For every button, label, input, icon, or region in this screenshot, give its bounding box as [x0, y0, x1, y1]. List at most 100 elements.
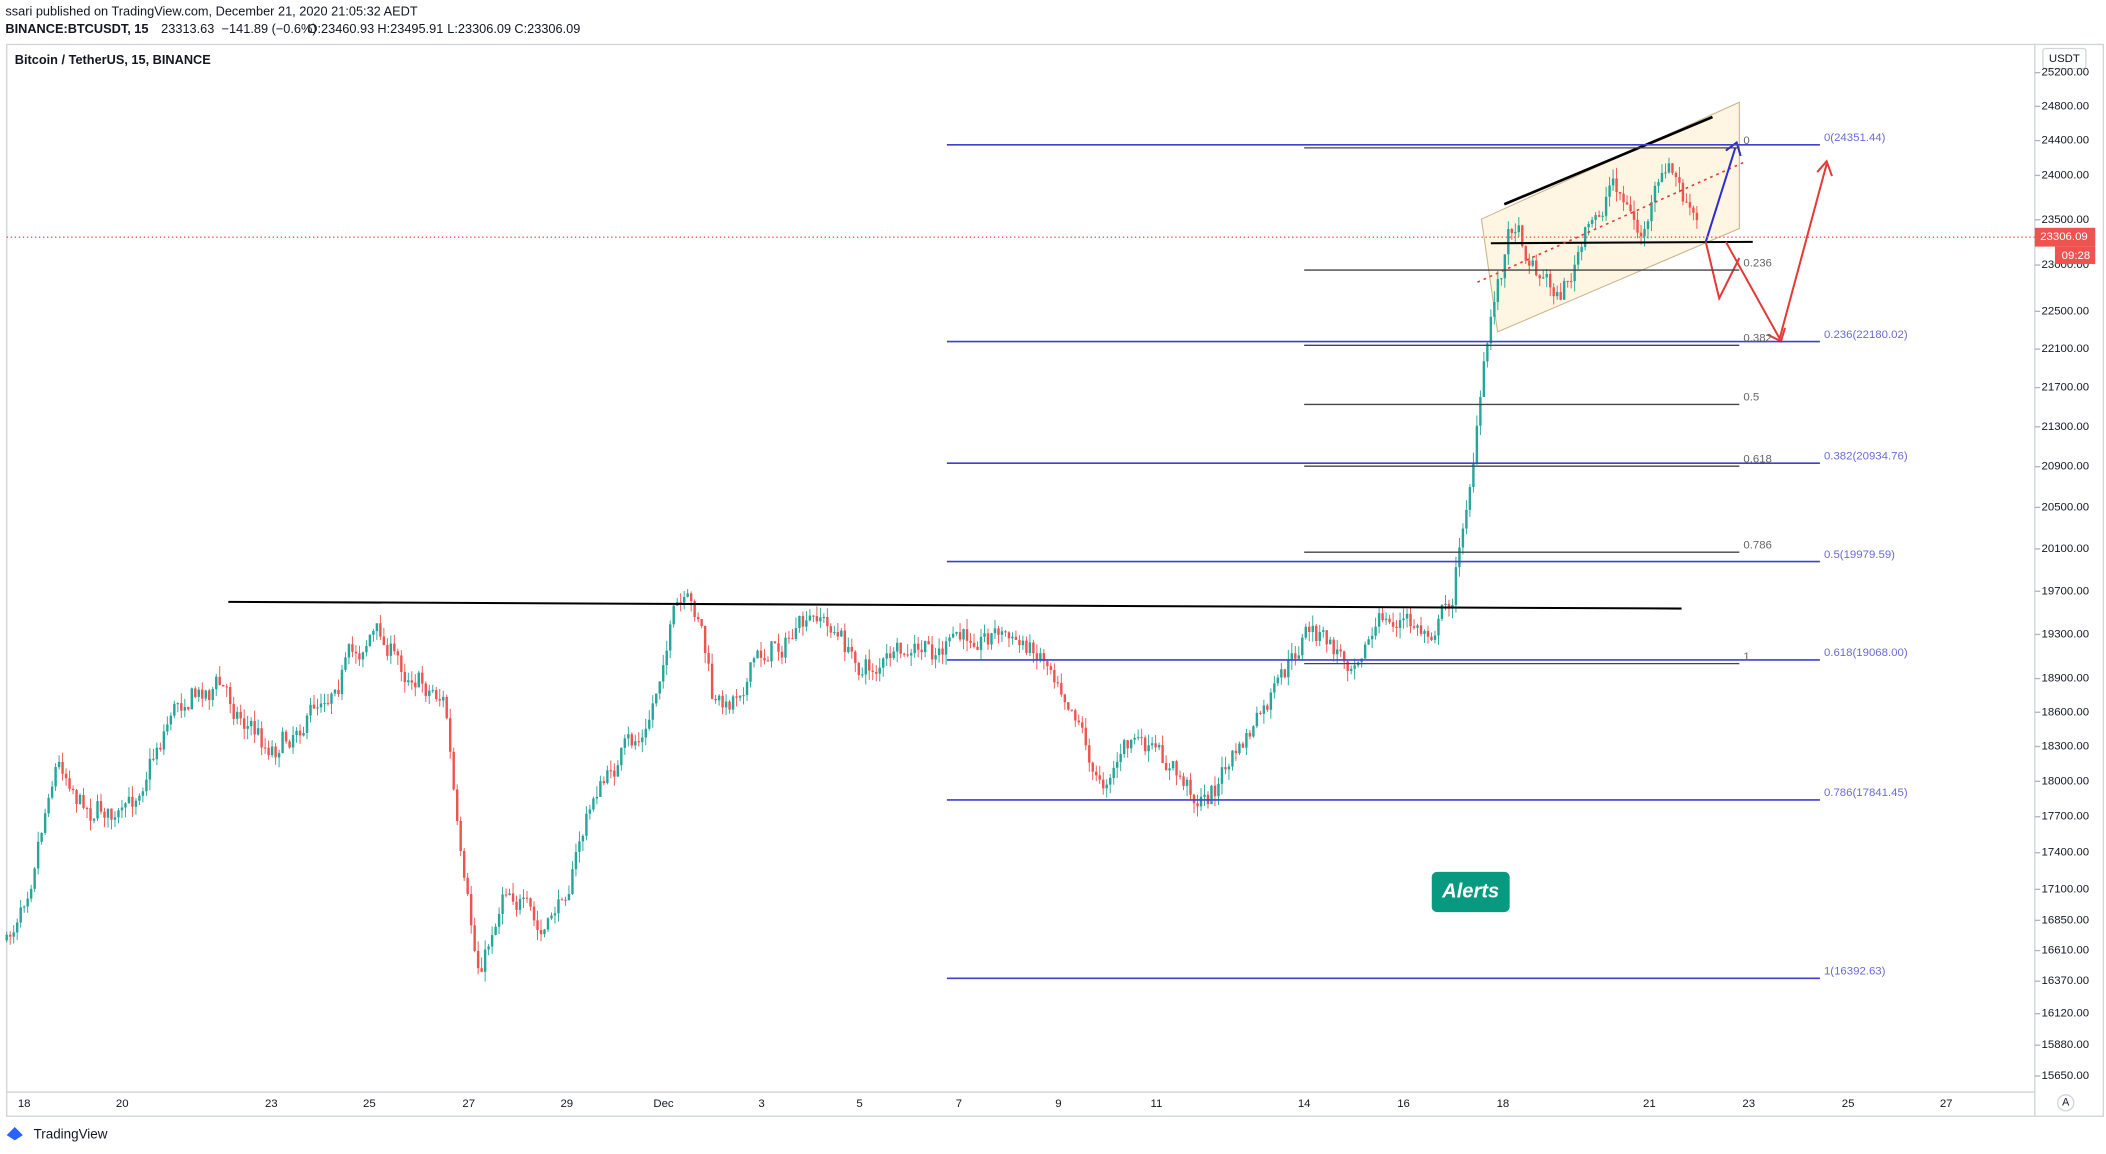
candle-body: [239, 711, 242, 719]
fib-level-label: 0.786(17841.45): [1824, 787, 1908, 799]
candle-body: [1308, 626, 1311, 633]
candle-body: [993, 628, 997, 634]
price-tick-label: 19700.00: [2042, 585, 2090, 597]
price-tag-label: 23306.09: [2040, 231, 2088, 243]
candle-body: [934, 655, 937, 660]
candle-body: [522, 897, 525, 900]
candle-body: [124, 803, 127, 808]
candle-body: [1095, 771, 1098, 776]
candle-body: [1566, 280, 1569, 282]
candle-body: [12, 932, 15, 937]
candle-body: [1416, 625, 1419, 628]
candle-body: [1189, 779, 1192, 795]
candle-body: [1555, 292, 1559, 297]
candle-body: [1611, 178, 1615, 186]
candle-body: [1615, 178, 1618, 193]
candle-body: [302, 733, 305, 736]
candle-body: [1081, 722, 1084, 728]
resistance-line: [228, 600, 1682, 610]
candle-body: [1245, 732, 1248, 748]
candle-body: [518, 899, 522, 910]
candle-body: [1507, 228, 1510, 255]
candle-body: [1569, 281, 1573, 283]
candle-body: [1091, 762, 1094, 772]
candle-body: [148, 758, 152, 780]
candle-body: [627, 734, 630, 739]
candle-body: [375, 623, 379, 631]
candle-body: [766, 660, 770, 662]
candle-body: [780, 651, 784, 658]
candle-body: [1528, 260, 1531, 266]
candle-body: [1391, 622, 1395, 627]
candle-body: [281, 731, 284, 754]
candle-body: [1014, 636, 1018, 640]
candle-body: [854, 651, 857, 663]
candle-body: [201, 689, 204, 699]
candle-body: [1238, 743, 1241, 754]
candle-body: [141, 791, 145, 796]
candle-body: [1262, 705, 1266, 714]
candle-body: [1639, 232, 1643, 237]
high: H:23495.91: [377, 21, 443, 36]
support-line: [1490, 240, 1753, 245]
candle-body: [1182, 776, 1185, 786]
auto-button[interactable]: [2056, 1094, 2075, 1112]
candle-body: [1479, 396, 1482, 426]
candle-body: [948, 637, 951, 642]
candle-body: [710, 663, 714, 699]
candle-body: [543, 929, 546, 935]
candle-body: [1192, 794, 1196, 804]
candle-body: [225, 686, 228, 688]
candle-body: [909, 653, 913, 656]
candle-body: [117, 810, 120, 818]
candle-body: [1542, 277, 1545, 279]
fib-level-black-label: 0.236: [1743, 257, 1772, 269]
change: −141.89 (−0.6%): [222, 21, 317, 36]
candle-body: [571, 869, 574, 894]
time-tick-label: 23: [265, 1098, 278, 1110]
last-price: 23313.63: [161, 21, 214, 36]
candle-body: [476, 950, 480, 969]
candle-body: [1587, 223, 1590, 228]
candle-body: [1217, 783, 1220, 797]
candle-body: [655, 693, 658, 704]
candle-body: [794, 628, 798, 639]
candle-body: [609, 770, 613, 772]
candle-body: [78, 794, 82, 804]
price-tick-label: 18300.00: [2042, 741, 2090, 753]
alerts-button[interactable]: [1431, 871, 1510, 913]
candle-body: [1433, 635, 1437, 640]
price-tick-label: 15650.00: [2042, 1070, 2090, 1082]
fib-level-label: 0.618(19068.00): [1824, 647, 1908, 659]
candle-body: [494, 926, 497, 936]
candle-body: [298, 730, 302, 736]
candle-body: [347, 644, 351, 658]
candle-body: [1028, 642, 1032, 653]
price-tick-label: 18000.00: [2042, 775, 2090, 787]
candle-body: [885, 653, 888, 659]
candle-body: [36, 841, 40, 869]
candle-body: [784, 637, 787, 658]
candle-body: [1461, 528, 1465, 548]
candle-body: [1573, 264, 1576, 282]
candle-body: [326, 703, 330, 705]
candle-body: [1646, 221, 1650, 229]
candle-body: [763, 657, 766, 661]
candle-body: [1049, 666, 1053, 670]
candle-body: [455, 789, 459, 821]
candle-body: [1604, 196, 1608, 216]
price-tag: [2034, 227, 2096, 247]
candle-body: [951, 633, 955, 638]
time-tick-label: 18: [1497, 1098, 1510, 1110]
candle-body: [955, 632, 958, 634]
candle-body: [1514, 232, 1517, 234]
time-tick-label: 20: [116, 1098, 129, 1110]
candle-body: [1322, 630, 1325, 632]
candle-body: [714, 698, 717, 701]
candle-body: [222, 684, 225, 687]
time-tick-label: 29: [560, 1098, 573, 1110]
candle-body: [602, 781, 606, 784]
candle-body: [581, 835, 585, 842]
candle-body: [770, 641, 773, 662]
candle-body: [288, 741, 291, 748]
